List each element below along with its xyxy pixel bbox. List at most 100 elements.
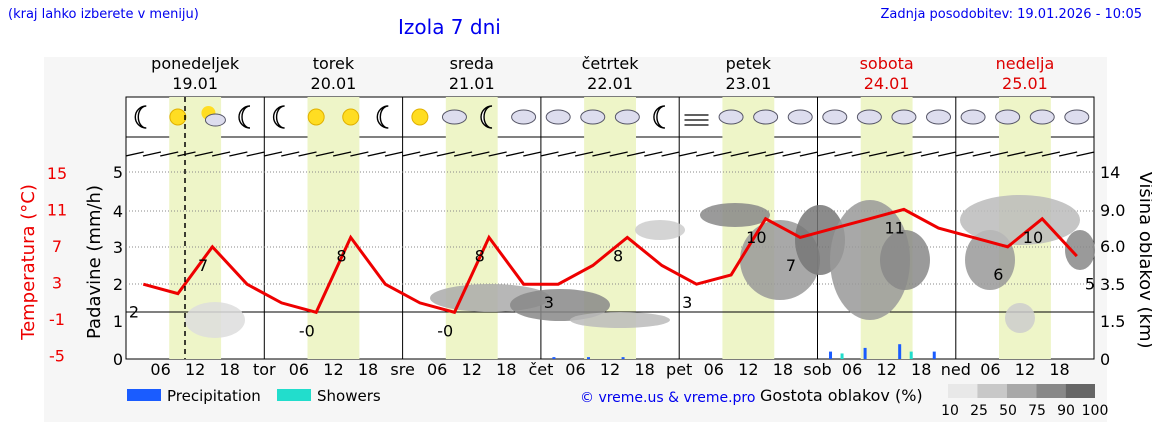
wind-barb-icon: [211, 151, 231, 157]
wind-barb-icon: [713, 151, 732, 157]
svg-text:3: 3: [682, 293, 692, 312]
cloud-height-tick: 14: [1100, 163, 1120, 182]
svg-text:8: 8: [336, 246, 346, 265]
wind-barb-icon: [298, 151, 317, 157]
hour-tick: 18: [358, 360, 378, 379]
cloud-icon: [1064, 109, 1090, 125]
cloud-height-tick: 3.5: [1100, 275, 1125, 294]
page-title: Izola 7 dni: [398, 15, 501, 39]
wind-barb-icon: [246, 151, 265, 157]
svg-text:7: 7: [786, 256, 796, 275]
svg-text:6: 6: [993, 265, 1003, 284]
day-abbr: sre: [390, 360, 414, 379]
wind-barb-icon: [747, 151, 767, 157]
temperature-line: [142, 207, 1078, 315]
cloud-icon: [580, 109, 606, 125]
weather-icons-row: [134, 105, 1090, 129]
svg-text:90: 90: [1057, 403, 1075, 419]
wind-barb-icon: [799, 151, 818, 157]
showers-legend-label: Showers: [317, 387, 381, 405]
hour-tick: 06: [565, 360, 585, 379]
day-name: četrtek: [582, 54, 640, 73]
day-name: torek: [313, 54, 355, 73]
moon-icon: [653, 105, 666, 129]
wind-barb-icon: [626, 151, 646, 157]
wind-barb-icon: [402, 151, 421, 157]
hour-tick: 18: [1049, 360, 1069, 379]
wind-barb-icon: [592, 151, 611, 157]
precipitation-axis-label: Padavine (mm/h): [84, 185, 105, 339]
sun-icon: [411, 108, 429, 126]
svg-text:10: 10: [1023, 228, 1043, 247]
wind-barb-icon: [661, 151, 680, 157]
svg-text:3: 3: [544, 293, 554, 312]
wind-barb-icon: [868, 151, 888, 157]
sun-icon: [169, 108, 187, 126]
wind-barb-icon: [938, 151, 957, 157]
wind-barb-icon: [886, 151, 905, 157]
svg-text:100: 100: [1082, 403, 1109, 419]
wind-barb-icon: [488, 151, 507, 157]
last-updated: Zadnja posodobitev: 19.01.2026 - 10:05: [880, 7, 1142, 22]
day-date: 23.01: [725, 74, 771, 93]
cloud-icon: [441, 109, 467, 125]
temperature-axis-label: Temperatura (°C): [18, 184, 39, 341]
hour-tick: 06: [150, 360, 170, 379]
precip-tick: 0: [113, 350, 123, 369]
location-hint[interactable]: (kraj lahko izberete v meniju): [8, 7, 199, 22]
day-date: 24.01: [864, 74, 910, 93]
wind-barb-icon: [523, 151, 542, 157]
wind-barb-icon: [920, 151, 940, 157]
temperature-tick: -1: [49, 310, 65, 329]
svg-text:10: 10: [941, 403, 959, 419]
day-name: petek: [726, 54, 772, 73]
cloud-density-label: Gostota oblakov (%): [760, 386, 923, 405]
wind-barb-icon: [229, 151, 248, 157]
wind-barb-icon: [177, 151, 196, 157]
hour-tick: 12: [323, 360, 343, 379]
wind-barb-icon: [281, 151, 300, 157]
wind-barb-icon: [817, 151, 836, 157]
cloud-icon: [995, 109, 1021, 125]
svg-text:7: 7: [198, 256, 208, 275]
wind-barb-icon: [505, 151, 525, 157]
cloud-icon: [511, 109, 537, 125]
svg-text:50: 50: [999, 403, 1017, 419]
showers-legend-swatch: [277, 389, 311, 401]
cloud-icon: [204, 113, 226, 127]
wind-barb-icon: [453, 151, 473, 157]
wind-barb-icon: [160, 151, 179, 157]
day-abbr: ned: [941, 360, 971, 379]
wind-barb-icon: [574, 151, 594, 157]
wind-barb-icon: [125, 151, 144, 157]
hour-tick: 12: [876, 360, 896, 379]
cloud-height-tick: 0: [1100, 350, 1110, 369]
left-axis-background: [44, 57, 80, 422]
day-abbr: čet: [528, 360, 553, 379]
precip-tick: 1: [113, 312, 123, 331]
hour-tick: 06: [704, 360, 724, 379]
wind-barb-icon: [609, 151, 628, 157]
precipitation-legend-label: Precipitation: [167, 387, 261, 405]
precipitation-bars: [552, 344, 936, 359]
wind-barb-icon: [557, 151, 576, 157]
moon-icon: [272, 105, 285, 129]
hour-tick: 18: [496, 360, 516, 379]
wind-barb-icon: [851, 151, 870, 157]
cloud-icon: [891, 109, 917, 125]
day-date: 25.01: [1002, 74, 1048, 93]
svg-text:5: 5: [1085, 275, 1095, 294]
wind-barb-icon: [436, 151, 455, 157]
temperature-tick: -5: [49, 347, 65, 366]
cloud-icon: [822, 109, 848, 125]
temperature-tick: 11: [47, 201, 67, 220]
hour-tick: 06: [427, 360, 447, 379]
wind-barb-icon: [1024, 151, 1043, 157]
wind-barb-icon: [765, 151, 784, 157]
cloud-icon: [960, 109, 986, 125]
cloud-icon: [614, 109, 640, 125]
svg-text:2: 2: [129, 303, 139, 322]
hour-tick: 12: [185, 360, 205, 379]
wind-barb-icon: [730, 151, 749, 157]
